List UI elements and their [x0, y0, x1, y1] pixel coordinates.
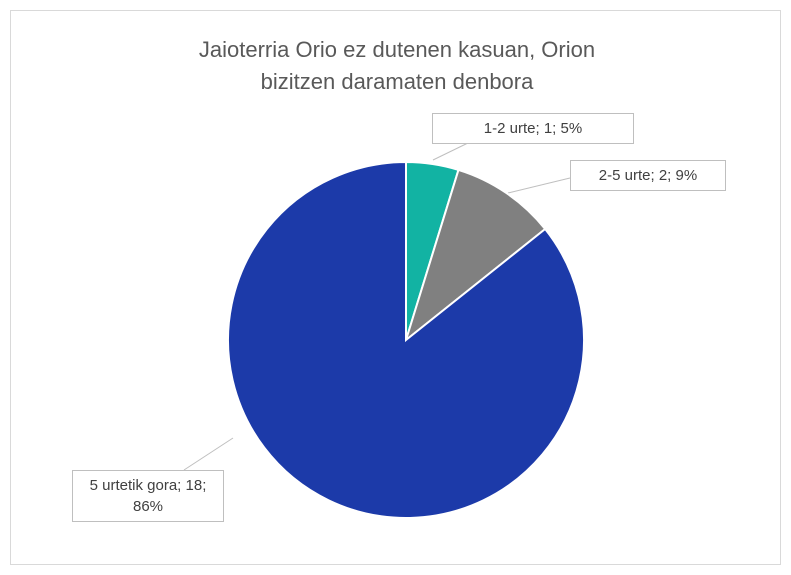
- leader-line: [432, 141, 471, 161]
- leader-line: [507, 177, 571, 194]
- pie-slice: [404, 168, 547, 343]
- data-label: 5 urtetik gora; 18; 86%: [72, 470, 224, 522]
- leader-line: [183, 437, 234, 471]
- data-label: 2-5 urte; 2; 9%: [570, 160, 726, 191]
- pie-slice: [227, 160, 585, 519]
- data-label: 1-2 urte; 1; 5%: [432, 113, 634, 144]
- chart-title: Jaioterria Orio ez dutenen kasuan, Orion…: [198, 37, 596, 94]
